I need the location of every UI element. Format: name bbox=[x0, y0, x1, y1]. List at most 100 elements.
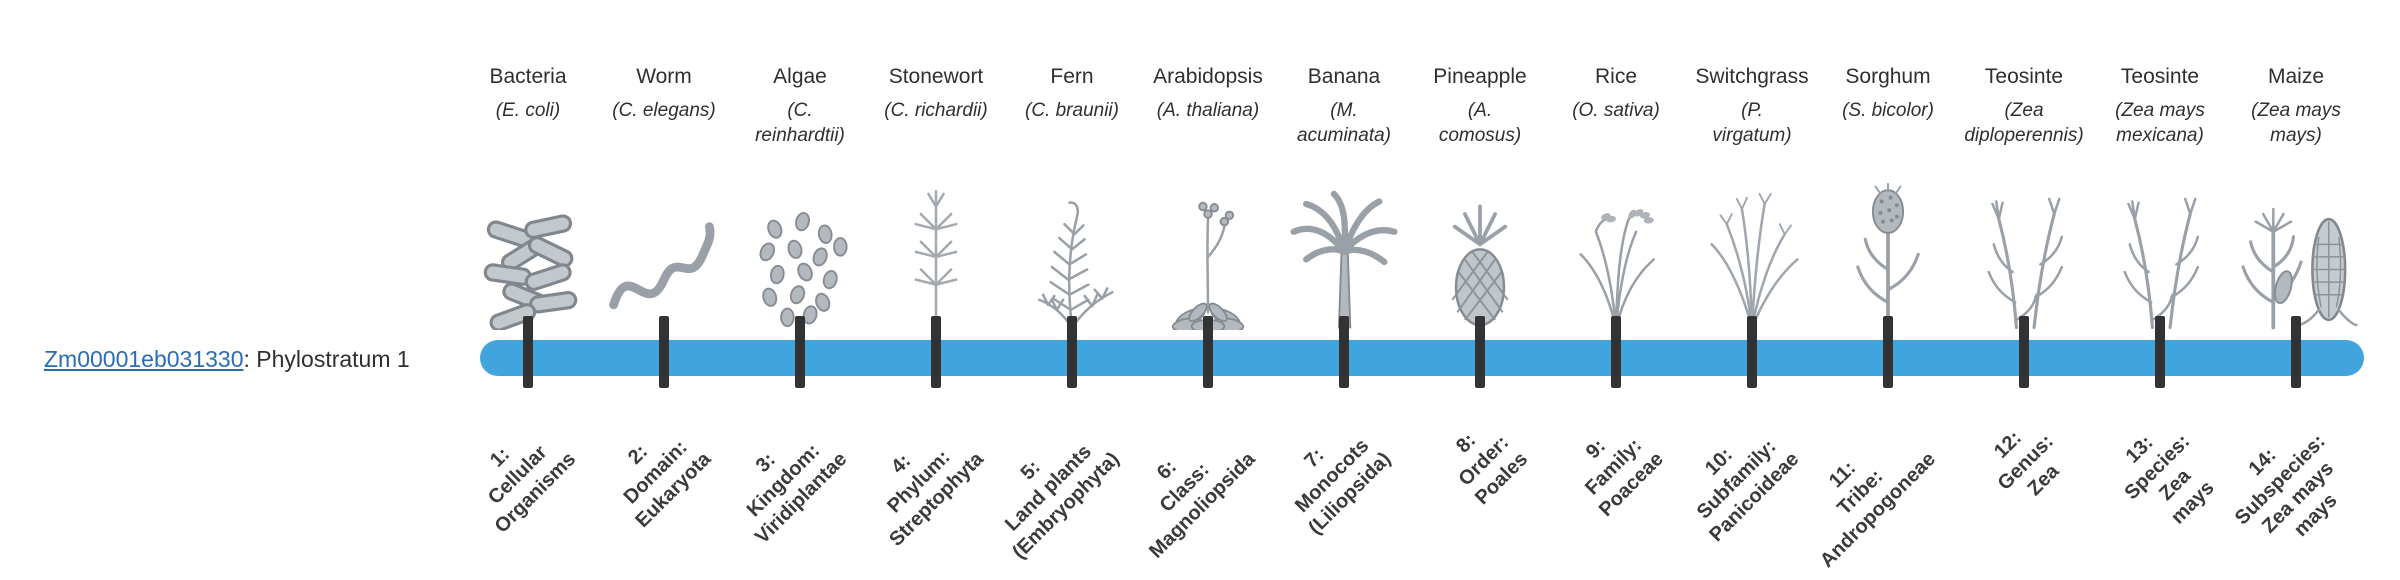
organism-illustration bbox=[1269, 168, 1419, 330]
rice-icon bbox=[1553, 174, 1679, 330]
phylostratum-rank-label: 8: Order: Poales bbox=[1451, 429, 1532, 510]
organism-scientific-name: (S. bicolor) bbox=[1842, 100, 1934, 121]
organism-scientific-name: (C. richardii) bbox=[884, 100, 988, 121]
banana-icon bbox=[1281, 174, 1407, 330]
organism-illustration bbox=[2085, 168, 2235, 330]
teosinte-icon bbox=[1961, 174, 2087, 330]
timeline-tick bbox=[1475, 316, 1485, 388]
sorghum-icon bbox=[1825, 174, 1951, 330]
organism-common-name: Maize bbox=[2267, 65, 2325, 88]
maize-icon bbox=[2233, 174, 2359, 330]
organism-scientific-name: (C. elegans) bbox=[612, 100, 716, 121]
phylostratum-rank-label: 7: Monocots (Liliopsida) bbox=[1291, 434, 1396, 540]
organism-illustration bbox=[997, 168, 1147, 330]
timeline-tick bbox=[2291, 316, 2301, 388]
algae-icon bbox=[737, 174, 863, 330]
organism-scientific-name: (C. braunii) bbox=[1025, 100, 1119, 121]
organism-scientific-name: (O. sativa) bbox=[1572, 100, 1660, 121]
organism-column: Teosinte (Zea diploperennis) 12: Genus: … bbox=[1949, 40, 2099, 570]
organism-illustration bbox=[1677, 168, 1827, 330]
teosinte-icon bbox=[2097, 174, 2223, 330]
organism-column: Teosinte (Zea mays mexicana) 13: Species… bbox=[2085, 40, 2235, 570]
phylostratum-rank-label: 9: Family: Poaceae bbox=[1580, 434, 1668, 522]
gene-id-link[interactable]: Zm00001eb031330 bbox=[44, 346, 244, 372]
phylostratum-rank-label: 4: Phylum: Streptophyta bbox=[882, 446, 988, 551]
organism-column: Algae (C. reinhardtii) 3: Kingdom: Virid… bbox=[725, 40, 875, 570]
organism-scientific-name: (A. thaliana) bbox=[1156, 100, 1260, 121]
arabidopsis-icon bbox=[1145, 174, 1271, 330]
organism-illustration bbox=[725, 168, 875, 330]
phylostratum-rank-label: 14: Subspecies: Zea mays mays bbox=[2231, 430, 2342, 542]
organism-column: Arabidopsis (A. thaliana) 6: Class: Magn… bbox=[1133, 40, 1283, 570]
organism-column: Pineapple (A. comosus) 8: Order: Poales bbox=[1405, 40, 1555, 570]
organism-illustration bbox=[453, 168, 603, 330]
organism-scientific-name: (Zea mays mays) bbox=[2251, 100, 2341, 146]
organism-illustration bbox=[2221, 168, 2371, 330]
organism-column: Banana (M. acuminata) 7: Monocots (Lilio… bbox=[1269, 40, 1419, 570]
organism-scientific-name: (P. virgatum) bbox=[1712, 100, 1792, 146]
timeline-tick bbox=[795, 316, 805, 388]
timeline-tick bbox=[659, 316, 669, 388]
organism-illustration bbox=[861, 168, 1011, 330]
organism-common-name: Sorghum bbox=[1845, 65, 1931, 88]
timeline-tick bbox=[1883, 316, 1893, 388]
organism-scientific-name: (A. comosus) bbox=[1438, 100, 1522, 146]
timeline-tick bbox=[931, 316, 941, 388]
phylostratum-rank-label: 12: Genus: Zea bbox=[1990, 426, 2064, 501]
organism-illustration bbox=[1813, 168, 1963, 330]
organism-common-name: Rice bbox=[1594, 65, 1637, 88]
organism-common-name: Arabidopsis bbox=[1153, 65, 1263, 88]
organism-scientific-name: (Zea diploperennis) bbox=[1964, 100, 2084, 146]
timeline-tick bbox=[523, 316, 533, 388]
phylostratum-rank-label: 2: Domain: Eukaryota bbox=[619, 436, 716, 533]
organism-illustration bbox=[589, 168, 739, 330]
organism-column: Stonewort (C. richardii) 4: Phylum: Stre… bbox=[861, 40, 1011, 570]
timeline-bar bbox=[480, 340, 2364, 376]
organism-common-name: Teosinte bbox=[2120, 65, 2200, 88]
worm-icon bbox=[601, 174, 727, 330]
organism-column: Bacteria (E. coli) 1: Cellular Organisms bbox=[453, 40, 603, 570]
pineapple-icon bbox=[1417, 174, 1543, 330]
organism-common-name: Banana bbox=[1307, 65, 1381, 88]
timeline-tick bbox=[1339, 316, 1349, 388]
organism-illustration bbox=[1405, 168, 1555, 330]
organism-scientific-name: (E. coli) bbox=[495, 100, 561, 121]
organism-common-name: Stonewort bbox=[888, 65, 984, 88]
organism-scientific-name: (M. acuminata) bbox=[1297, 100, 1391, 146]
organism-illustration bbox=[1541, 168, 1691, 330]
phylostratum-rank-label: 1: Cellular Organisms bbox=[483, 441, 580, 538]
organism-column: Switchgrass (P. virgatum) 10: Subfamily:… bbox=[1677, 40, 1827, 570]
organism-common-name: Fern bbox=[1050, 65, 1094, 88]
phylostratum-rank-label: 3: Kingdom: Viridiplantae bbox=[743, 439, 852, 549]
timeline-tick bbox=[1611, 316, 1621, 388]
timeline-tick bbox=[2019, 316, 2029, 388]
organism-column: Rice (O. sativa) 9: Family: Poaceae bbox=[1541, 40, 1691, 570]
organism-common-name: Algae bbox=[773, 65, 827, 88]
timeline-tick bbox=[1203, 316, 1213, 388]
timeline-tick bbox=[2155, 316, 2165, 388]
stonewort-icon bbox=[873, 174, 999, 330]
organism-column: Worm (C. elegans) 2: Domain: Eukaryota bbox=[589, 40, 739, 570]
fern-icon bbox=[1009, 174, 1135, 330]
phylostratum-rank-label: 10: Subfamily: Panicoideae bbox=[1692, 435, 1804, 547]
organism-column: Sorghum (S. bicolor) 11: Tribe: Andropog… bbox=[1813, 40, 1963, 572]
organism-common-name: Teosinte bbox=[1984, 65, 2064, 88]
phylostratum-text: : Phylostratum 1 bbox=[243, 346, 410, 372]
organism-scientific-name: (Zea mays mexicana) bbox=[2115, 100, 2205, 146]
gene-label: Zm00001eb031330: Phylostratum 1 bbox=[44, 344, 410, 374]
organism-column: Fern (C. braunii) 5: Land plants (Embryo… bbox=[997, 40, 1147, 570]
organism-scientific-name: (C. reinhardtii) bbox=[755, 100, 845, 146]
organism-illustration bbox=[1133, 168, 1283, 330]
organism-common-name: Pineapple bbox=[1433, 65, 1527, 88]
switchgrass-icon bbox=[1689, 174, 1815, 330]
bacteria-icon bbox=[465, 174, 591, 330]
organism-column: Maize (Zea mays mays) 14: Subspecies: Ze… bbox=[2221, 40, 2371, 570]
timeline-tick bbox=[1067, 316, 1077, 388]
organism-common-name: Bacteria bbox=[489, 65, 567, 88]
organism-illustration bbox=[1949, 168, 2099, 330]
organism-common-name: Switchgrass bbox=[1695, 65, 1809, 88]
phylostratum-rank-label: 13: Species: Zea mays bbox=[2120, 430, 2219, 529]
timeline-tick bbox=[1747, 316, 1757, 388]
organism-common-name: Worm bbox=[636, 65, 692, 88]
